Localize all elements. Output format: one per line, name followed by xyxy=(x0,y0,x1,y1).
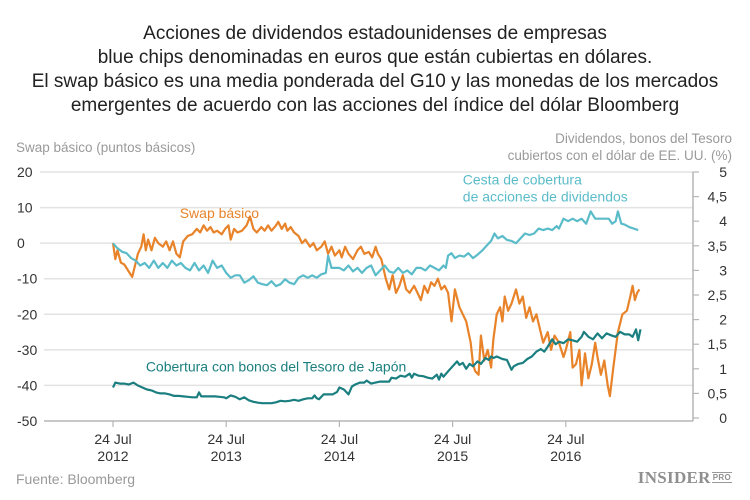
right-axis-title-line: cubiertos con el dólar de EE. UU. (%) xyxy=(507,148,732,163)
y-left-tick-label: -30 xyxy=(17,342,37,358)
left-axis-title: Swap básico (puntos básicos) xyxy=(16,140,196,155)
brand-suffix: PRO xyxy=(711,472,732,483)
series-label-dividend_basket: Cesta de cobertura xyxy=(463,171,582,187)
x-tick-label: 2016 xyxy=(550,448,581,464)
y-left-tick-label: -40 xyxy=(17,377,37,393)
series-lines xyxy=(111,210,642,405)
right-axis-title-line: Dividendos, bonos del Tesoro xyxy=(555,131,732,146)
y-left-tick-label: -10 xyxy=(17,271,37,287)
y-right-tick-label: 0,5 xyxy=(708,385,728,401)
x-tick-label: 24 Jul xyxy=(208,431,245,447)
x-tick-label: 2012 xyxy=(97,448,128,464)
y-right-tick-label: 4 xyxy=(719,213,727,229)
y-left-tick-label: 10 xyxy=(17,200,33,216)
source-note: Fuente: Bloomberg xyxy=(16,471,136,487)
x-tick-label: 24 Jul xyxy=(547,431,584,447)
series-label-japan: Cobertura con bonos del Tesoro de Japón xyxy=(146,358,406,374)
y-left-tick-label: 0 xyxy=(17,235,25,251)
y-right-tick-label: 1 xyxy=(719,361,727,377)
y-right-tick-label: 3 xyxy=(719,262,727,278)
y-right-tick-label: 0 xyxy=(719,410,727,426)
x-tick-label: 24 Jul xyxy=(94,431,131,447)
y-left-tick-label: -20 xyxy=(17,306,37,322)
title-line: El swap básico es una media ponderada de… xyxy=(31,71,719,92)
x-tick-label: 2014 xyxy=(324,448,355,464)
x-tick-label: 2015 xyxy=(437,448,468,464)
y-left-tick-label: -50 xyxy=(17,413,37,429)
title-line: emergentes de acuerdo con las acciones d… xyxy=(70,95,680,116)
x-tick-label: 24 Jul xyxy=(321,431,358,447)
brand-name: INSIDER xyxy=(637,468,711,487)
title-line: Acciones de dividendos estadounidenses d… xyxy=(143,23,607,44)
series-line-japan xyxy=(112,328,642,405)
x-tick-label: 24 Jul xyxy=(434,431,471,447)
right-axis-title: Dividendos, bonos del Tesoro cubiertos c… xyxy=(508,130,732,164)
brand-logo: INSIDER PRO xyxy=(638,468,732,488)
y-right-tick-label: 1,5 xyxy=(708,336,728,352)
y-right-tick-label: 2,5 xyxy=(708,287,728,303)
y-right-tick-label: 4,5 xyxy=(708,189,728,205)
series-label-swap: Swap básico xyxy=(180,205,260,221)
y-right-tick-label: 2 xyxy=(719,312,727,328)
axes: 20 10 0 -10 -20 -30 -40 -50 5 4,5 4 3,5 3 2,5 2 1,5 1 0,5… xyxy=(17,164,727,464)
series-label-dividend_basket: de acciones de dividendos xyxy=(463,188,628,204)
y-left-tick-label: 20 xyxy=(17,164,33,180)
y-right-tick-label: 3,5 xyxy=(708,238,728,254)
series-line-swap xyxy=(111,215,641,398)
title-line: blue chips denominadas en euros que está… xyxy=(97,47,653,68)
chart-title: Acciones de dividendos estadounidenses d… xyxy=(0,22,750,118)
series-line-dividend_basket xyxy=(112,210,639,288)
x-tick-label: 2013 xyxy=(211,448,242,464)
y-right-tick-label: 5 xyxy=(719,164,727,180)
